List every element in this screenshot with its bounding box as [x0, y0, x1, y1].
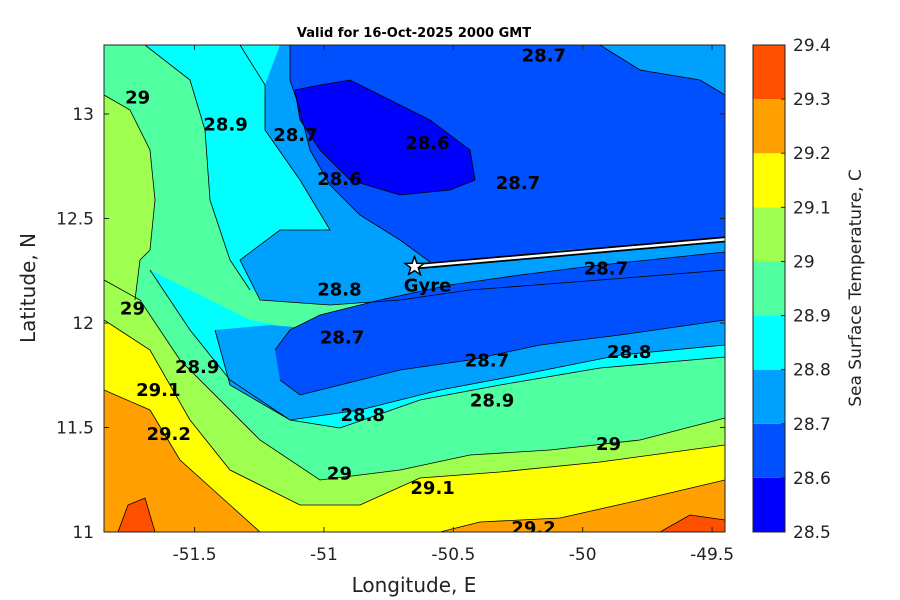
contour-label: 28.7 [496, 173, 540, 194]
contour-label: 29 [125, 87, 150, 108]
contour-labels: 28.7 29 28.9 28.7 28.6 28.6 28.7 28.8 28.7 29 28.7… [120, 45, 652, 539]
contour-fill-28.5-28.6-core [295, 80, 475, 195]
contour-line-28.7-lower-bottom [279, 319, 725, 396]
colorbar-segment [753, 153, 785, 208]
track-line [414, 238, 725, 268]
contour-label: 28.6 [405, 133, 449, 154]
contour-line-28.6 [294, 79, 476, 196]
colorbar-tick-label: 28.8 [793, 361, 831, 381]
x-tick-label: -51 [310, 545, 338, 565]
contour-fill-28.6-28.7-upper [290, 45, 725, 262]
contour-label: 28.8 [317, 280, 361, 301]
colorbar-tick-label: 29.2 [793, 144, 831, 164]
colorbar-segment [753, 477, 785, 532]
x-axis-ticks: -51.5 -51 -50.5 -50 -49.5 [173, 45, 734, 565]
colorbar-segment [753, 261, 785, 316]
contour-line-29.3-right [659, 514, 725, 532]
colorbar-tick-label: 29.1 [793, 198, 831, 218]
contour-line-28.7-upper [289, 45, 431, 263]
contour-label: 29 [120, 298, 145, 319]
contour-line-28.9-upper [144, 45, 251, 291]
contour-line-29.1 [104, 319, 725, 506]
colorbar-tick-label: 28.7 [793, 415, 831, 435]
colorbar-frame [752, 44, 786, 533]
contour-label: 28.8 [607, 342, 651, 363]
contour-label: 28.7 [320, 328, 364, 349]
colorbar-segment [753, 423, 785, 478]
colorbar-segment [753, 369, 785, 424]
track-layer [414, 236, 725, 270]
contour-line-28.7-top-right [599, 45, 725, 96]
contour-label: 29 [596, 434, 621, 455]
y-axis-label: Latitude, N [16, 233, 40, 343]
contour-label: 28.7 [584, 259, 628, 280]
contour-fill-29.2-29.3-left [104, 390, 260, 532]
contour-line-28.8-upper [239, 45, 725, 306]
contour-label: 28.9 [203, 114, 247, 135]
colorbar-segment [753, 315, 785, 370]
colorbar-tick-label: 29.4 [793, 36, 831, 56]
contour-fill-29.0-29.1-upper-left [104, 45, 155, 300]
colorbar-tick-label: 28.6 [793, 469, 831, 489]
colorbar-segment [753, 99, 785, 154]
colorbar-segment [753, 45, 785, 100]
y-axis-ticks: 11 11.5 12 12.5 13 [56, 105, 725, 543]
colorbar-tick-label: 28.5 [793, 523, 831, 543]
y-tick-label: 12 [72, 314, 94, 334]
contour-label: 28.9 [470, 390, 514, 411]
y-tick-label: 11.5 [56, 418, 94, 438]
contour-fill-29.2-29.3-bottom [440, 480, 725, 532]
colorbar-tick-label: 29.3 [793, 90, 831, 110]
x-tick-label: -49.5 [690, 545, 734, 565]
marker-layer: Gyre [402, 254, 452, 297]
contour-label: 28.6 [317, 169, 361, 190]
contour-label: 28.7 [465, 351, 509, 372]
contour-fill-29.1-29.2 [104, 320, 725, 532]
plot-frame [103, 44, 726, 533]
colorbar: 28.5 28.6 28.7 28.8 28.9 29 29.1 29.2 29.3 29.4 [752, 36, 831, 543]
gyre-label: Gyre [404, 276, 452, 297]
contour-line-29.3-left [117, 497, 156, 532]
chart-title: Valid for 16-Oct-2025 2000 GMT [297, 26, 531, 41]
contour-fill-29.3-29.4-left [118, 498, 155, 532]
y-tick-label: 13 [72, 105, 94, 125]
contour-label: 29.2 [146, 424, 190, 445]
contour-label: 28.7 [522, 45, 566, 66]
x-tick-label: -51.5 [173, 545, 217, 565]
contour-label: 29.1 [410, 478, 454, 499]
contour-fill-28.6-28.7-lower [275, 252, 725, 395]
x-tick-label: -50.5 [431, 545, 475, 565]
contour-line-28.9-lower [149, 269, 725, 429]
contour-map-area: 28.7 29 28.9 28.7 28.6 28.6 28.7 28.8 28.7 29 28.7… [104, 45, 725, 539]
contour-label: 29 [327, 463, 352, 484]
contour-label: 29.1 [136, 380, 180, 401]
contour-line-28.8-lower [214, 329, 725, 421]
contour-line-29.0-lower [104, 279, 725, 481]
contour-label: 28.7 [273, 125, 317, 146]
colorbar-tick-label: 28.9 [793, 307, 831, 327]
contour-label: 28.8 [341, 405, 385, 426]
colorbar-label: Sea Surface Temperature, C [846, 169, 866, 407]
contour-line-29.2-left [104, 389, 261, 532]
contour-label: 28.9 [175, 357, 219, 378]
contour-lines [104, 45, 725, 532]
colorbar-segment [753, 207, 785, 262]
x-axis-label: Longitude, E [352, 573, 477, 597]
y-tick-label: 12.5 [56, 209, 94, 229]
colorbar-tick-label: 29 [793, 252, 815, 272]
contour-line-28.7-lower-top [274, 251, 725, 351]
x-tick-label: -50 [569, 545, 597, 565]
contour-fill-29.3-29.4-right [660, 515, 725, 532]
y-tick-label: 11 [72, 523, 94, 543]
contour-label: 29.2 [511, 518, 555, 539]
contour-line-29.2-bottom [439, 479, 725, 532]
gyre-star-marker [402, 254, 427, 277]
contour-line-29.0-upper [104, 94, 156, 301]
